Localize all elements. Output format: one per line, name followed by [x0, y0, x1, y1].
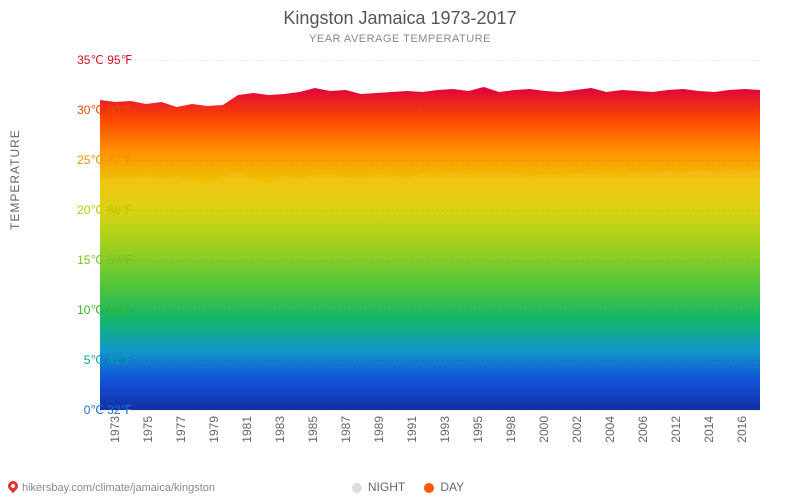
- xtick-label: 1973: [108, 416, 122, 443]
- chart-title: Kingston Jamaica 1973-2017: [0, 0, 800, 29]
- grid-line: [100, 110, 760, 111]
- pin-icon: [6, 479, 20, 493]
- xtick-label: 2016: [735, 416, 749, 443]
- xtick-label: 1975: [141, 416, 155, 443]
- plot-area: [100, 60, 760, 410]
- legend-night-dot: [352, 483, 362, 493]
- xtick-label: 1977: [174, 416, 188, 443]
- xtick-label: 1985: [306, 416, 320, 443]
- xtick-label: 1987: [339, 416, 353, 443]
- grid-line: [100, 160, 760, 161]
- xtick-label: 2006: [636, 416, 650, 443]
- grid-line: [100, 210, 760, 211]
- xtick-label: 1981: [240, 416, 254, 443]
- ytick-label: 20℃ 68℉: [62, 203, 132, 217]
- yaxis-label: TEMPERATURE: [8, 129, 22, 230]
- xtick-label: 1989: [372, 416, 386, 443]
- ytick-label: 15℃ 59℉: [62, 253, 132, 267]
- legend-day-dot: [424, 483, 434, 493]
- ytick-label: 5℃ 41℉: [62, 353, 132, 367]
- ytick-label: 25℃ 77℉: [62, 153, 132, 167]
- xtick-label: 1998: [504, 416, 518, 443]
- chart-subtitle: YEAR AVERAGE TEMPERATURE: [0, 29, 800, 45]
- xtick-label: 1993: [438, 416, 452, 443]
- legend-night-label: NIGHT: [368, 480, 405, 494]
- xtick-label: 1983: [273, 416, 287, 443]
- footer-text: hikersbay.com/climate/jamaica/kingston: [22, 482, 215, 494]
- source-footer: hikersbay.com/climate/jamaica/kingston: [8, 481, 215, 494]
- xtick-label: 2014: [702, 416, 716, 443]
- xtick-label: 2002: [570, 416, 584, 443]
- xtick-label: 2012: [669, 416, 683, 443]
- xtick-label: 1991: [405, 416, 419, 443]
- xtick-label: 1995: [471, 416, 485, 443]
- legend-day-label: DAY: [440, 480, 464, 494]
- xtick-label: 2000: [537, 416, 551, 443]
- grid-line: [100, 260, 760, 261]
- ytick-label: 35℃ 95℉: [62, 53, 132, 67]
- grid-line: [100, 310, 760, 311]
- grid-line: [100, 60, 760, 61]
- chart-svg: [100, 60, 760, 410]
- ytick-label: 30℃ 86℉: [62, 103, 132, 117]
- xtick-label: 2004: [603, 416, 617, 443]
- xtick-label: 1979: [207, 416, 221, 443]
- grid-line: [100, 410, 760, 411]
- ytick-label: 10℃ 50℉: [62, 303, 132, 317]
- grid-line: [100, 360, 760, 361]
